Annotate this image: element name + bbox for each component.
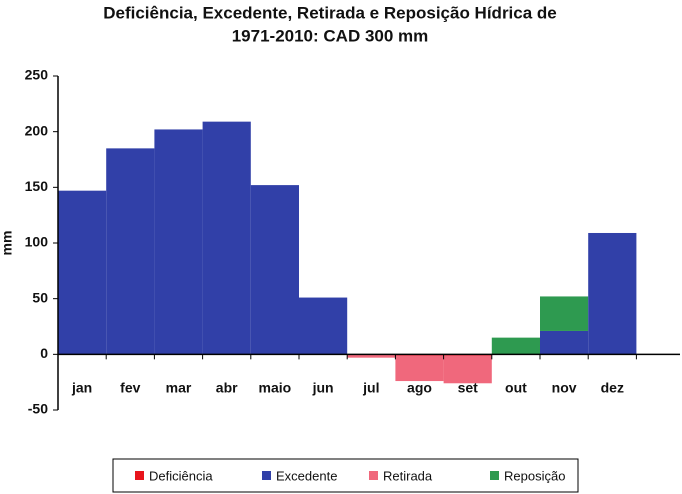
legend-swatch (369, 471, 378, 480)
legend-label: Retirada (383, 468, 433, 483)
y-tick-label: 100 (25, 234, 49, 250)
y-tick-label: 50 (32, 289, 48, 305)
y-tick-label: 200 (25, 122, 49, 138)
x-tick-label: maio (259, 380, 292, 396)
y-axis-label: mm (0, 231, 15, 256)
bar (588, 232, 637, 355)
x-tick-label: jun (312, 380, 334, 396)
x-tick-label: jul (362, 380, 379, 396)
y-tick-label: -50 (28, 401, 48, 417)
bar (202, 121, 251, 355)
legend-label: Deficiência (149, 468, 213, 483)
bar (106, 148, 155, 355)
x-tick-label: dez (601, 380, 624, 396)
legend-box (112, 458, 579, 493)
legend-swatch (262, 471, 271, 480)
chart-title: Deficiência, Excedente, Retirada e Repos… (103, 3, 557, 22)
x-tick-label: mar (166, 380, 192, 396)
x-tick-label: fev (120, 380, 140, 396)
x-tick-label: abr (216, 380, 238, 396)
bar (491, 337, 540, 355)
legend-swatch (490, 471, 499, 480)
x-tick-label: ago (407, 380, 432, 396)
x-tick-label: set (458, 380, 479, 396)
bar (395, 355, 444, 382)
legend-label: Excedente (276, 468, 337, 483)
bar (58, 190, 107, 355)
y-tick-label: 250 (25, 67, 49, 83)
y-tick-label: 150 (25, 178, 49, 194)
bar (347, 354, 396, 358)
bar (299, 297, 348, 355)
bar (540, 296, 589, 331)
y-tick-label: 0 (40, 345, 48, 361)
bar (250, 185, 299, 355)
legend-swatch (135, 471, 144, 480)
bar (540, 330, 589, 355)
x-tick-label: nov (552, 380, 577, 396)
bar (154, 129, 203, 355)
bar (443, 355, 492, 384)
chart-title: 1971-2010: CAD 300 mm (232, 26, 429, 45)
x-tick-label: out (505, 380, 527, 396)
legend-label: Reposição (504, 468, 565, 483)
x-tick-label: jan (71, 380, 92, 396)
